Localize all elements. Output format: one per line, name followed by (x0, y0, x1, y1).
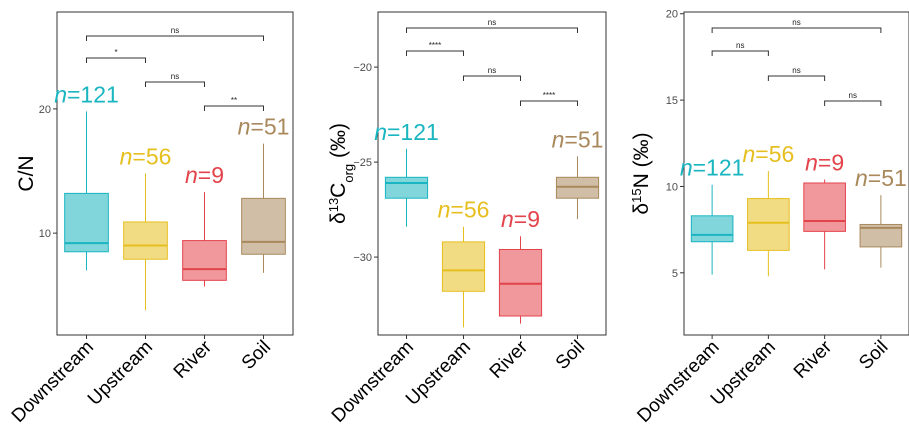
significance-bracket (204, 105, 264, 111)
x-tick-label: Downstream (633, 337, 723, 427)
box-river: n=9 (498, 206, 543, 324)
box-soil: n=51 (552, 126, 604, 220)
box-iqr (690, 215, 734, 243)
y-tick-label: 20 (666, 9, 678, 21)
box-iqr (182, 240, 227, 281)
significance-label: ns (849, 91, 857, 100)
y-axis-label: δ13Corg (‰) (326, 123, 356, 224)
significance-label: ns (488, 18, 496, 27)
box-iqr (64, 192, 109, 253)
box-iqr (123, 221, 168, 260)
box-soil: n=51 (238, 114, 290, 273)
chart-panel-2: −30 −25 −20 δ13Corg (‰) n=121 n=56 n=9 n=51 ns **… (326, 11, 607, 427)
n-label: n=9 (185, 162, 224, 188)
y-tick-label: −30 (353, 252, 372, 264)
box-downstream: n=121 (54, 81, 119, 271)
x-tick-label: Downstream (8, 337, 98, 427)
box-downstream: n=121 (680, 155, 745, 275)
box-river: n=9 (803, 150, 846, 270)
y-tick-label: 15 (666, 95, 678, 107)
y-tick-label: 20 (39, 104, 51, 116)
significance-bracket (145, 81, 205, 87)
significance-label: ns (792, 18, 800, 27)
significance-bracket (406, 50, 464, 56)
x-tick-label: Soil (855, 337, 892, 374)
significance-label: ns (171, 26, 179, 35)
box-iqr (384, 176, 429, 199)
plot-frame (56, 11, 294, 336)
x-tick-label: River (170, 336, 217, 383)
significance-label: ns (792, 66, 800, 75)
box-iqr (747, 198, 790, 251)
box-upstream: n=56 (742, 141, 794, 277)
box-iqr (441, 241, 486, 292)
significance-label: ** (231, 96, 237, 105)
box-iqr (241, 197, 286, 255)
plot-frame (683, 11, 909, 336)
significance-bracket (824, 100, 882, 106)
significance-label: **** (543, 91, 555, 100)
y-tick-label: 5 (672, 268, 678, 280)
box-upstream: n=56 (438, 197, 490, 328)
significance-label: **** (429, 41, 441, 50)
significance-label: ns (171, 72, 179, 81)
n-label: n=51 (238, 114, 290, 140)
n-label: n=56 (438, 197, 490, 223)
plot-frame (377, 11, 607, 336)
y-tick-label: −25 (353, 157, 372, 169)
x-tick-label: Upstream (84, 337, 157, 410)
box-iqr (859, 223, 903, 248)
box-downstream: n=121 (374, 119, 439, 227)
significance-bracket (406, 27, 578, 33)
significance-bracket (463, 75, 521, 81)
x-tick-label: River (486, 336, 533, 383)
n-label: n=121 (54, 81, 119, 107)
x-tick-label: Soil (238, 337, 275, 374)
significance-bracket (520, 100, 578, 106)
x-tick-label: Downstream (328, 337, 418, 427)
box-soil: n=51 (855, 165, 907, 268)
n-label: n=51 (855, 165, 907, 191)
n-label: n=121 (374, 119, 439, 145)
x-tick-label: Soil (552, 337, 589, 374)
n-label: n=56 (120, 144, 172, 170)
significance-label: ns (488, 66, 496, 75)
significance-bracket (86, 35, 264, 41)
significance-bracket (711, 27, 882, 33)
n-label: n=9 (805, 150, 844, 176)
n-label: n=51 (552, 126, 604, 152)
significance-bracket (86, 57, 146, 63)
box-upstream: n=56 (120, 144, 172, 311)
n-label: n=56 (742, 141, 794, 167)
x-tick-label: River (790, 336, 837, 383)
n-label: n=121 (680, 155, 745, 181)
y-tick-label: −20 (353, 62, 372, 74)
n-label: n=9 (501, 206, 540, 232)
y-tick-label: 10 (666, 181, 678, 193)
chart-panel-1: 10 20 C/N n=121 n=56 n=9 n=51 ns * ns ** Downstream… (8, 11, 294, 427)
box-iqr (803, 182, 846, 232)
significance-label: ns (736, 41, 744, 50)
y-tick-label: 10 (39, 228, 51, 240)
y-axis-label: δ15N (‰) (629, 132, 654, 214)
y-axis-label: C/N (15, 155, 38, 191)
significance-bracket (767, 75, 826, 81)
box-river: n=9 (182, 162, 227, 287)
significance-label: * (114, 48, 117, 57)
significance-bracket (711, 50, 769, 56)
